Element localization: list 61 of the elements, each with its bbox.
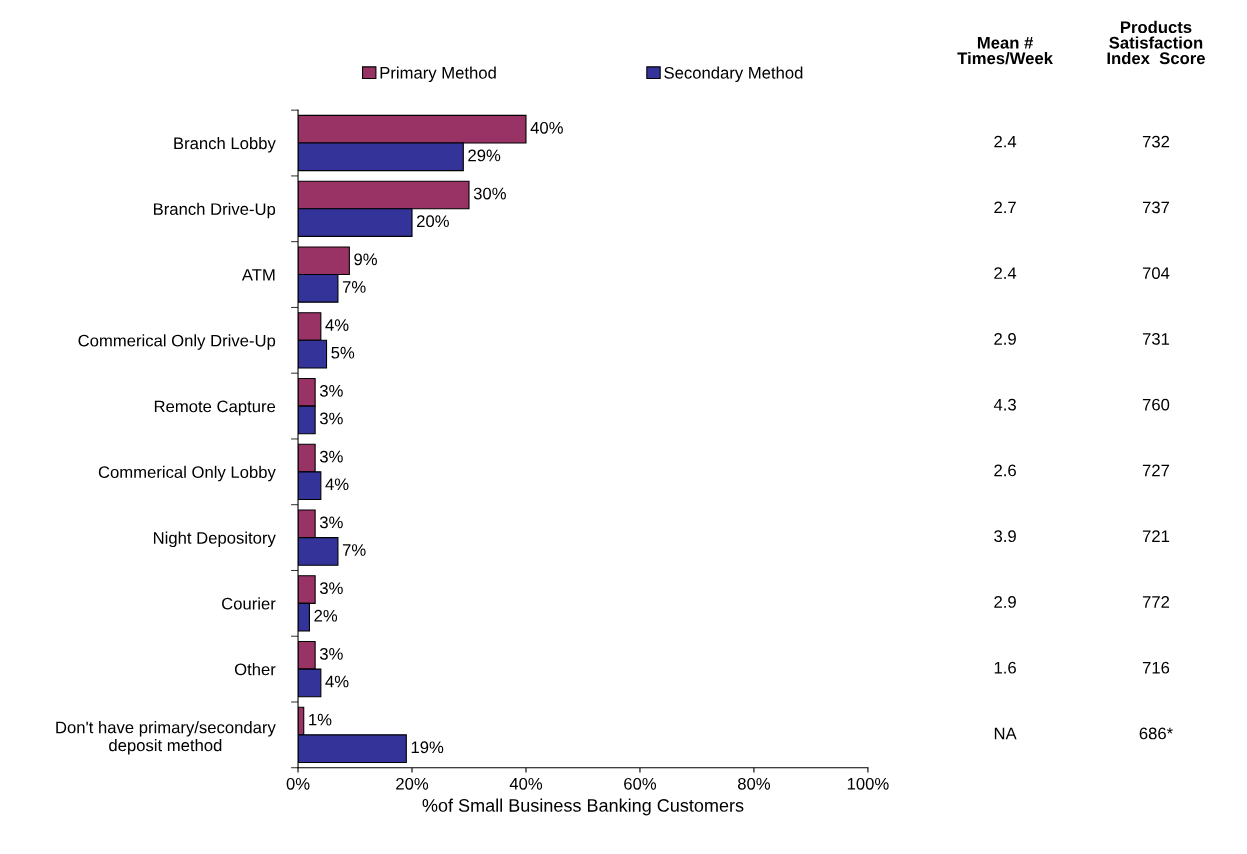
text: 727 xyxy=(1142,464,1170,477)
data-label: 3% xyxy=(319,384,343,397)
data-label: 3% xyxy=(319,647,343,660)
text: 1.6 xyxy=(994,661,1016,674)
text: 2.7 xyxy=(994,201,1016,214)
text: 2.4 xyxy=(994,267,1017,279)
text: 732 xyxy=(1142,135,1170,148)
x-tick-label: 0% xyxy=(286,777,310,790)
x-tick-label: 100% xyxy=(847,777,889,790)
y-tick-label: Commerical Only Lobby xyxy=(98,465,276,482)
data-label: 3% xyxy=(319,450,343,463)
text: 4.3 xyxy=(993,398,1016,411)
text: 2.4 xyxy=(994,135,1017,148)
text: 731 xyxy=(1142,332,1170,345)
x-tick-label: 60% xyxy=(624,777,657,790)
text: 686* xyxy=(1139,727,1173,740)
x-tick-label: 40% xyxy=(509,777,543,790)
legend-label: Primary Method xyxy=(380,66,496,83)
text: 737 xyxy=(1142,201,1170,214)
legend-label: Secondary Method xyxy=(664,66,803,83)
data-label: 3% xyxy=(319,516,343,529)
data-label: 9% xyxy=(354,253,377,266)
x-axis-title: %of Small Business Banking Customers xyxy=(422,798,744,816)
data-label: 7% xyxy=(342,281,366,293)
y-tick-label: ATM xyxy=(241,269,275,281)
data-label: 7% xyxy=(342,544,366,556)
data-label: 4% xyxy=(325,675,349,688)
data-label: 19% xyxy=(411,741,444,754)
text: 716 xyxy=(1142,661,1170,674)
data-label: 5% xyxy=(331,346,355,359)
text: Products Satisfaction Index Score xyxy=(1107,20,1205,65)
text: 3.9 xyxy=(994,530,1016,543)
text: NA xyxy=(994,727,1017,740)
y-tick-label: Don't have primary/secondary deposit method xyxy=(56,721,276,755)
y-tick-label: Night Depository xyxy=(153,531,276,548)
data-label: 30% xyxy=(473,187,506,200)
y-tick-label: Courier xyxy=(222,597,276,610)
text: 721 xyxy=(1142,530,1170,542)
y-tick-label: Commerical Only Drive-Up xyxy=(78,334,276,350)
x-tick-label: 80% xyxy=(737,777,771,790)
data-label: 3% xyxy=(319,582,343,595)
y-tick-label: Branch Drive-Up xyxy=(154,202,276,219)
data-label: 40% xyxy=(530,121,563,134)
text: 704 xyxy=(1142,267,1170,280)
y-tick-label: Other xyxy=(234,663,276,676)
text: 2.9 xyxy=(994,332,1016,345)
data-label: 2% xyxy=(314,609,338,622)
text: 760 xyxy=(1142,398,1170,411)
data-label: 3% xyxy=(319,412,343,425)
y-tick-label: Remote Capture xyxy=(154,400,276,416)
data-label: 20% xyxy=(417,215,449,228)
data-label: 4% xyxy=(325,319,349,331)
text: 772 xyxy=(1142,596,1170,608)
data-label: 29% xyxy=(468,149,501,162)
x-tick-label: 20% xyxy=(396,777,429,790)
text: 2.9 xyxy=(994,596,1016,608)
data-label: 1% xyxy=(309,713,332,726)
text: Mean # Times/Week xyxy=(957,37,1053,65)
y-tick-label: Branch Lobby xyxy=(174,137,276,153)
text: 2.6 xyxy=(994,464,1016,477)
data-label: 4% xyxy=(325,478,349,491)
